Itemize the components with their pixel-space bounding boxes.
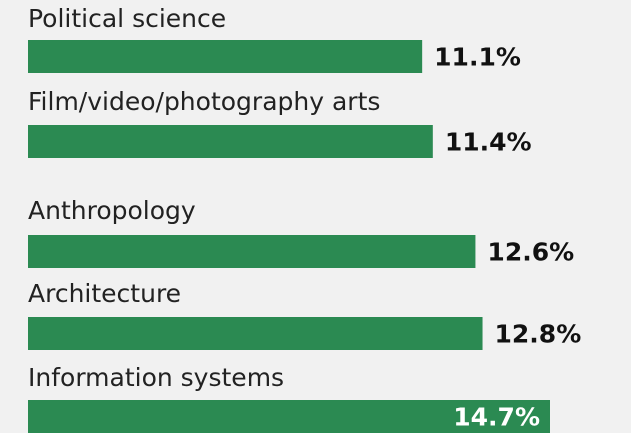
value-label: 14.7% (453, 403, 540, 432)
bar (28, 40, 423, 73)
bar (28, 400, 550, 433)
value-label: 12.6% (487, 238, 574, 267)
value-label: 12.8% (495, 320, 582, 349)
bar (28, 317, 483, 350)
bar (28, 235, 476, 268)
category-label: Political science (28, 4, 226, 33)
value-label: 11.4% (445, 128, 532, 157)
category-label: Architecture (28, 279, 181, 308)
bar (28, 125, 433, 158)
category-label: Anthropology (28, 196, 196, 225)
value-label: 11.1% (434, 43, 521, 72)
category-label: Film/video/photography arts (28, 87, 380, 116)
category-label: Information systems (28, 363, 284, 392)
